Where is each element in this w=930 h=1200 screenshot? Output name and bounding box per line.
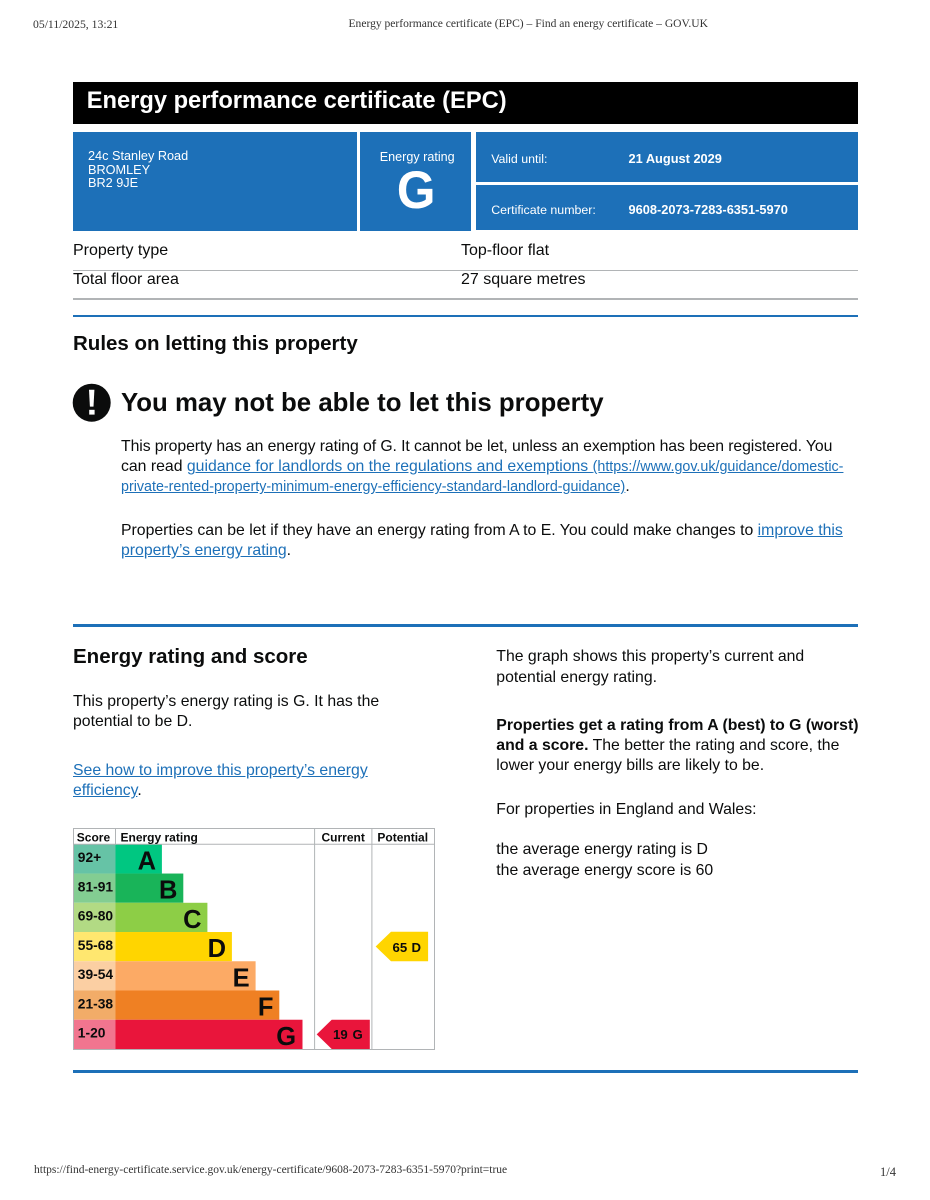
svg-text:1-20: 1-20 [78, 1026, 106, 1041]
svg-text:G: G [353, 1027, 363, 1042]
svg-text:Score: Score [77, 830, 111, 844]
svg-text:19: 19 [333, 1027, 348, 1042]
svg-text:D: D [208, 935, 226, 963]
svg-text:81-91: 81-91 [78, 880, 114, 895]
svg-text:39-54: 39-54 [78, 967, 114, 982]
svg-text:B: B [159, 877, 177, 905]
svg-text:C: C [183, 906, 201, 934]
svg-text:Current: Current [322, 830, 365, 844]
svg-text:55-68: 55-68 [78, 938, 114, 953]
svg-text:21-38: 21-38 [78, 996, 114, 1011]
svg-text:92+: 92+ [78, 850, 101, 865]
svg-text:D: D [412, 940, 422, 955]
svg-text:G: G [276, 1023, 296, 1050]
svg-text:F: F [258, 994, 274, 1022]
svg-text:Energy rating: Energy rating [121, 830, 198, 844]
svg-text:A: A [138, 847, 156, 875]
svg-text:69-80: 69-80 [78, 909, 114, 924]
svg-text:65: 65 [393, 940, 408, 955]
svg-text:Potential: Potential [377, 830, 428, 844]
svg-text:E: E [233, 964, 250, 992]
